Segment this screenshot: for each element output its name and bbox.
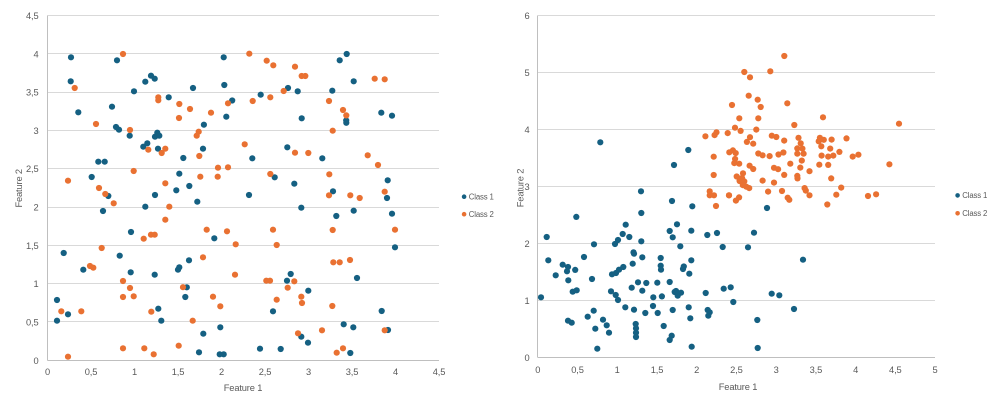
svg-text:3,5: 3,5: [810, 365, 822, 375]
svg-text:Class 2: Class 2: [469, 210, 494, 219]
svg-text:1: 1: [615, 365, 620, 375]
svg-text:0: 0: [524, 353, 529, 363]
svg-text:0: 0: [33, 356, 38, 366]
svg-text:4,5: 4,5: [433, 367, 445, 377]
svg-text:4: 4: [33, 49, 38, 59]
svg-text:Feature 1: Feature 1: [224, 383, 262, 393]
svg-text:5: 5: [524, 68, 529, 78]
svg-text:0: 0: [45, 367, 50, 377]
svg-text:1: 1: [524, 296, 529, 306]
svg-text:4,5: 4,5: [26, 11, 38, 21]
svg-text:3: 3: [33, 126, 38, 136]
svg-text:Feature 2: Feature 2: [515, 169, 525, 207]
svg-text:1,5: 1,5: [26, 241, 38, 251]
svg-text:0,5: 0,5: [85, 367, 97, 377]
svg-text:3: 3: [524, 182, 529, 192]
svg-text:4,5: 4,5: [889, 365, 901, 375]
svg-text:Class 2: Class 2: [962, 209, 987, 218]
svg-text:6: 6: [524, 11, 529, 21]
svg-text:3: 3: [774, 365, 779, 375]
svg-text:1: 1: [132, 367, 137, 377]
svg-text:0: 0: [535, 365, 540, 375]
svg-text:1,5: 1,5: [172, 367, 184, 377]
svg-text:0,5: 0,5: [571, 365, 583, 375]
svg-text:2,5: 2,5: [259, 367, 271, 377]
svg-text:3: 3: [306, 367, 311, 377]
svg-text:3,5: 3,5: [346, 367, 358, 377]
svg-text:2: 2: [524, 239, 529, 249]
svg-text:4: 4: [393, 367, 398, 377]
svg-text:2,5: 2,5: [730, 365, 742, 375]
svg-text:0,5: 0,5: [26, 318, 38, 328]
svg-text:5: 5: [932, 365, 937, 375]
svg-text:2: 2: [33, 203, 38, 213]
svg-text:1: 1: [33, 279, 38, 289]
svg-text:2: 2: [219, 367, 224, 377]
svg-text:4: 4: [853, 365, 858, 375]
svg-text:4: 4: [524, 125, 529, 135]
svg-text:2,5: 2,5: [26, 164, 38, 174]
svg-text:2: 2: [694, 365, 699, 375]
svg-text:Class 1: Class 1: [469, 192, 494, 201]
svg-text:1,5: 1,5: [651, 365, 663, 375]
svg-text:Class 1: Class 1: [962, 191, 987, 200]
svg-text:3,5: 3,5: [26, 88, 38, 98]
svg-text:Feature 1: Feature 1: [719, 382, 757, 392]
svg-text:Feature 2: Feature 2: [14, 169, 24, 207]
